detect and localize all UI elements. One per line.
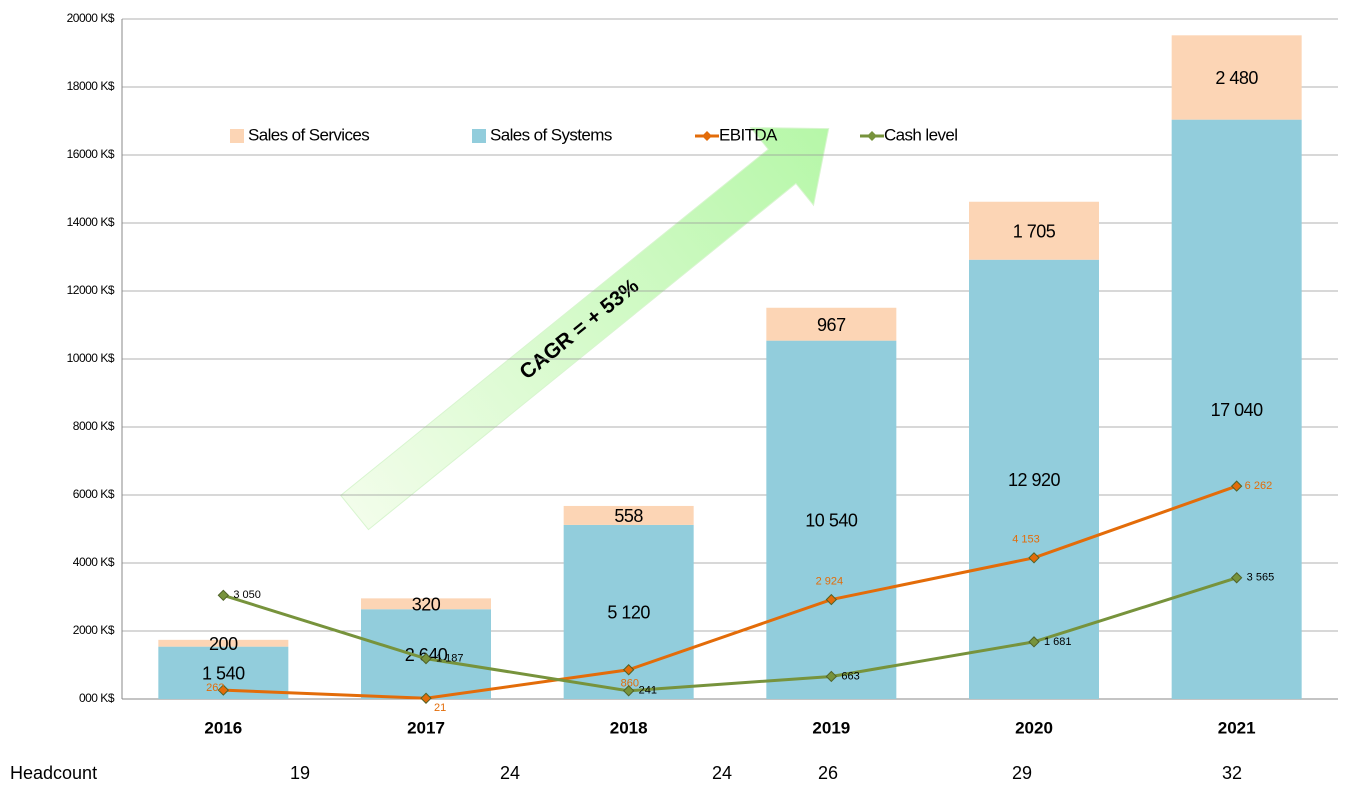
x-tick-label: 2017 [407, 718, 445, 737]
marker [420, 652, 432, 665]
x-tick-label: 2016 [204, 718, 242, 737]
legend-label: Sales of Systems [490, 125, 612, 144]
line-label: 4 153 [1012, 534, 1040, 546]
marker [1230, 572, 1243, 584]
x-tick-label: 2019 [812, 718, 850, 737]
line-label: 1 187 [436, 653, 464, 665]
line-label: 3 050 [233, 589, 261, 601]
legend-label: Cash level [884, 125, 957, 144]
bar [766, 307, 897, 341]
line [223, 484, 1238, 700]
legend-marker [867, 131, 877, 141]
marker [217, 684, 230, 696]
marker [825, 593, 838, 606]
line-label: 860 [621, 678, 639, 690]
marker [1230, 480, 1243, 492]
y-tick-label: 16000 K$ [67, 147, 115, 161]
bar-label: 2 480 [1215, 68, 1258, 88]
y-tick-label: 2000 K$ [73, 623, 115, 637]
bar [1171, 119, 1302, 699]
bar [766, 340, 897, 699]
line-label: 262 [206, 682, 224, 694]
line-label: 1 681 [1044, 636, 1072, 648]
y-tick-label: 6000 K$ [73, 487, 115, 501]
headcount-label: Headcount [10, 763, 97, 783]
bar-label: 10 540 [805, 511, 858, 531]
bar-label: 558 [614, 506, 643, 526]
bar-label: 1 540 [202, 664, 245, 684]
bar [1171, 35, 1302, 120]
line-label: 241 [639, 685, 657, 697]
headcount-value: 26 [818, 763, 838, 783]
line-label: 3 565 [1247, 572, 1275, 584]
headcount-value: 32 [1222, 763, 1242, 783]
y-tick-label: 14000 K$ [67, 215, 115, 229]
legend-swatch [472, 129, 486, 143]
bar [563, 505, 694, 525]
legend-marker [702, 131, 712, 141]
legend-label: EBITDA [719, 125, 778, 144]
marker [1028, 552, 1040, 564]
headcount-value: 19 [290, 763, 310, 783]
bar-label: 320 [412, 595, 441, 615]
y-tick-label: 20000 K$ [67, 11, 115, 25]
bar-label: 12 920 [1008, 470, 1061, 490]
bar-label: 967 [817, 315, 846, 335]
bar-label: 200 [209, 634, 238, 654]
bar [969, 259, 1099, 699]
line [222, 576, 1238, 693]
y-tick-label: 4000 K$ [73, 555, 115, 569]
headcount-value: 29 [1012, 763, 1032, 783]
y-tick-label: 10000 K$ [67, 351, 115, 365]
marker [622, 664, 635, 676]
line-label: 2 924 [816, 575, 844, 587]
bar-label: 5 120 [607, 603, 650, 623]
bar [969, 201, 1099, 260]
y-tick-label: 000 K$ [79, 691, 115, 705]
line-label: 663 [841, 670, 859, 682]
bar-label: 1 705 [1013, 221, 1056, 241]
x-tick-label: 2020 [1015, 718, 1053, 737]
line-label: 21 [434, 702, 446, 714]
marker [825, 670, 838, 683]
marker [622, 685, 635, 697]
bar [158, 639, 289, 647]
bar-label: 17 040 [1211, 400, 1264, 420]
y-tick-label: 12000 K$ [67, 283, 115, 297]
line-label: 6 262 [1245, 480, 1273, 492]
y-tick-label: 18000 K$ [67, 79, 115, 93]
marker [217, 589, 230, 602]
legend-swatch [230, 129, 244, 143]
headcount-value: 24 [712, 763, 732, 783]
marker [1028, 636, 1040, 648]
legend-label: Sales of Services [248, 125, 369, 144]
headcount-value: 24 [500, 763, 520, 783]
x-tick-label: 2018 [610, 718, 648, 737]
bar [361, 598, 491, 610]
y-tick-label: 8000 K$ [73, 419, 115, 433]
marker [420, 692, 432, 704]
x-tick-label: 2021 [1218, 718, 1256, 737]
